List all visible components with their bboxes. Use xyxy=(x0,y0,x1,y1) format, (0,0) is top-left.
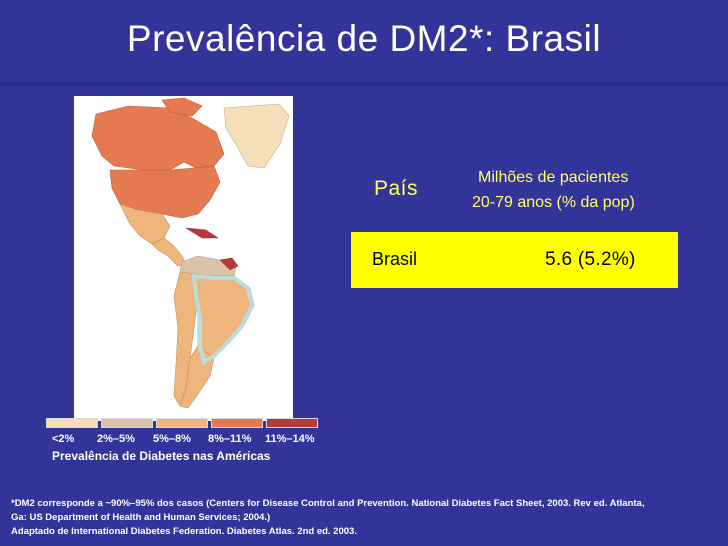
guianas-region xyxy=(219,257,239,271)
legend-label-11to14: 11%–14% xyxy=(265,433,315,445)
legend-swatch-lt2 xyxy=(46,418,98,428)
canada-region xyxy=(91,105,225,171)
footnote-line1: *DM2 corresponde a ~90%–95% dos casos (C… xyxy=(11,498,645,509)
row-country: Brasil xyxy=(372,249,418,269)
legend-label-8to11: 8%–11% xyxy=(208,433,252,445)
caribbean-region xyxy=(185,227,219,239)
legend-label-lt2: <2% xyxy=(52,433,75,445)
title-divider xyxy=(0,82,728,86)
legend-swatch-8to11 xyxy=(211,418,263,428)
footnote: *DM2 corresponde a ~90%–95% dos casos (C… xyxy=(11,497,723,539)
slide-title: Prevalência de DM2*: Brasil xyxy=(126,18,602,59)
greenland-region xyxy=(223,103,290,169)
table-header-patients-line1: Milhões de pacientes xyxy=(478,169,629,186)
legend-label-2to5: 2%–5% xyxy=(97,433,135,445)
legend-swatch-11to14 xyxy=(266,418,318,428)
central-america-region xyxy=(151,237,187,267)
legend: <2% 2%–5% 5%–8% 8%–11% 11%–14% Prevalênc… xyxy=(44,418,334,468)
table-header-patients-line2: 20-79 anos (% da pop) xyxy=(472,194,635,211)
table-header-country: País xyxy=(374,177,419,200)
americas-prevalence-map xyxy=(74,96,293,421)
legend-label-5to8: 5%–8% xyxy=(153,433,191,445)
table-row-brasil: Brasil 5.6 (5.2%) xyxy=(351,232,678,288)
brazil-highlight-outline xyxy=(191,273,255,366)
footnote-line3: Adaptado de International Diabetes Feder… xyxy=(11,526,357,537)
arctic-islands-region xyxy=(161,97,203,117)
footnote-line2: Ga: US Department of Health and Human Se… xyxy=(11,512,271,523)
legend-title: Prevalência de Diabetes nas Américas xyxy=(52,449,271,463)
legend-swatch-2to5 xyxy=(101,418,153,428)
table-header-patients: Milhões de pacientes 20-79 anos (% da po… xyxy=(472,165,682,215)
row-value: 5.6 (5.2%) xyxy=(545,249,636,270)
legend-swatch-5to8 xyxy=(156,418,208,428)
